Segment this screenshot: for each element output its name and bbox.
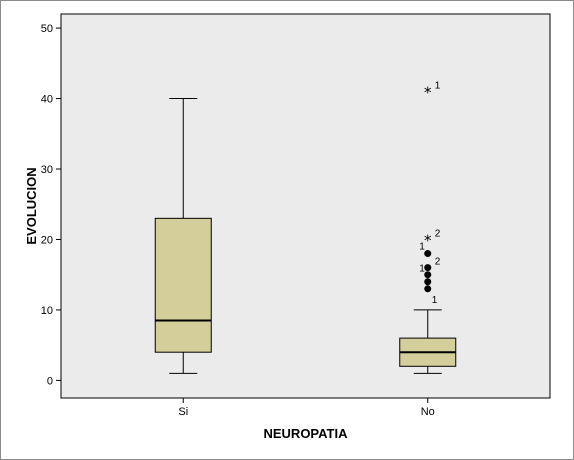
- outlier-label: 1: [432, 295, 438, 306]
- y-tick-label: 0: [47, 375, 53, 387]
- outlier-label: 2: [435, 228, 441, 239]
- x-axis-title: NEUROPATIA: [263, 426, 348, 441]
- y-tick-label: 10: [41, 305, 53, 317]
- y-tick-label: 50: [41, 23, 53, 35]
- iqr-box: [154, 217, 212, 353]
- outlier-label: 1: [419, 242, 425, 253]
- extreme-point: *: [424, 84, 432, 102]
- y-axis-title: EVOLUCION: [24, 167, 39, 244]
- x-tick-label: No: [421, 406, 435, 418]
- outlier-label: 1: [435, 81, 441, 92]
- outlier-point: [424, 285, 432, 293]
- plot-area: [60, 13, 551, 399]
- y-tick-label: 30: [41, 164, 53, 176]
- y-tick-label: 40: [41, 94, 53, 106]
- y-tick-label: 20: [41, 234, 53, 246]
- outlier-point: [424, 271, 432, 279]
- outlier-point: [424, 278, 432, 286]
- outlier-point: [424, 264, 432, 272]
- outlier-point: [424, 250, 432, 258]
- box-si: [154, 98, 212, 374]
- y-axis: 0 10 20 30 40 50: [41, 23, 61, 387]
- extreme-point: *: [424, 231, 432, 249]
- outlier-label: 1: [419, 264, 425, 275]
- x-tick-label: Si: [178, 406, 188, 418]
- outlier-label: 2: [435, 257, 441, 268]
- x-axis: Si No: [178, 398, 435, 418]
